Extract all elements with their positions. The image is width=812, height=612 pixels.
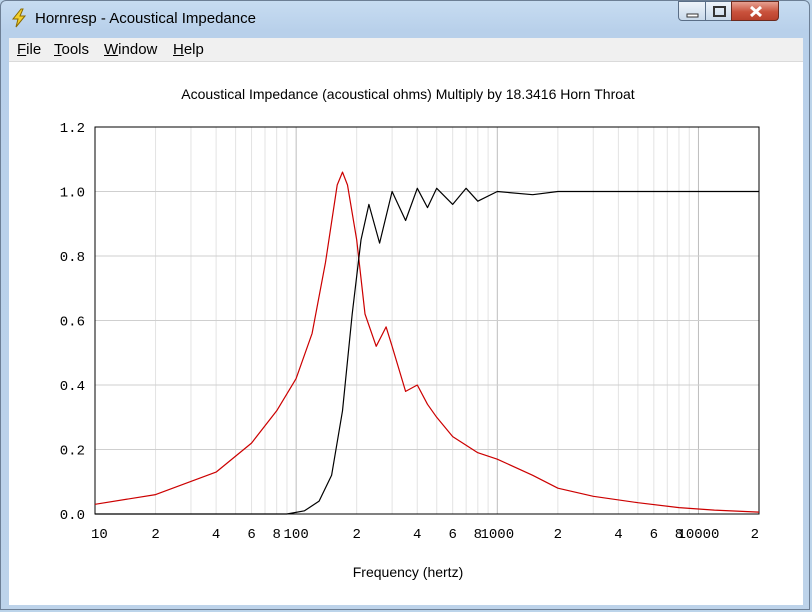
y-tick-label: 0.4 (60, 379, 85, 395)
x-tick-label: 100 (284, 527, 309, 543)
y-tick-label: 0.0 (60, 508, 85, 524)
menu-tools-accel: T (54, 41, 62, 58)
x-tick-label: 2 (751, 527, 759, 543)
window-title: Hornresp - Acoustical Impedance (35, 10, 256, 27)
x-tick-label: 10 (91, 527, 108, 543)
menu-help-accel: H (173, 41, 184, 58)
close-icon (749, 5, 763, 18)
x-tick-label: 6 (650, 527, 658, 543)
y-tick-label: 1.0 (60, 186, 85, 202)
y-tick-label: 1.2 (60, 121, 85, 137)
x-tick-label: 4 (212, 527, 220, 543)
menu-window-label: indow (118, 41, 158, 58)
x-tick-label: 6 (448, 527, 456, 543)
x-tick-label: 6 (247, 527, 255, 543)
x-tick-label: 8 (272, 527, 280, 543)
x-tick-label: 8 (474, 527, 482, 543)
menu-file[interactable]: File (17, 41, 41, 58)
menu-tools-label: ools (61, 41, 90, 58)
y-tick-label: 0.2 (60, 444, 85, 460)
x-tick-label: 10000 (677, 527, 719, 543)
y-tick-label: 0.8 (60, 250, 85, 266)
x-tick-label: 1000 (480, 527, 514, 543)
menu-window-accel: W (104, 41, 119, 58)
x-tick-label: 8 (675, 527, 683, 543)
menu-help[interactable]: Help (173, 41, 204, 58)
chart-area: Acoustical Impedance (acoustical ohms) M… (9, 62, 803, 605)
menu-help-label: elp (183, 41, 204, 58)
menu-bar: File Tools Window Help (9, 38, 803, 62)
y-tick-labels: 0.0 0.2 0.4 0.6 0.8 1.0 1.2 (60, 121, 85, 524)
y-tick-label: 0.6 (60, 315, 85, 331)
lightning-bolt-icon (11, 8, 27, 28)
red-series-line (94, 171, 760, 513)
menu-tools[interactable]: Tools (54, 41, 89, 58)
plot-frame (94, 126, 760, 515)
title-bar[interactable]: Hornresp - Acoustical Impedance (1, 1, 809, 35)
close-button[interactable] (731, 1, 779, 21)
minimize-icon (686, 13, 699, 18)
chart-title: Acoustical Impedance (acoustical ohms) M… (181, 86, 635, 102)
x-tick-label: 2 (151, 527, 159, 543)
menu-window[interactable]: Window (104, 41, 157, 58)
menu-file-accel: F (17, 41, 27, 58)
x-tick-label: 4 (413, 527, 421, 543)
chart-series (94, 171, 760, 515)
black-series-line (95, 187, 759, 515)
menu-file-label: ile (26, 41, 42, 58)
x-tick-label: 2 (352, 527, 360, 543)
impedance-chart: Acoustical Impedance (acoustical ohms) M… (60, 86, 760, 580)
x-axis-label: Frequency (hertz) (353, 564, 463, 580)
chart-grid (94, 126, 760, 515)
maximize-button[interactable] (705, 1, 732, 21)
x-tick-label: 2 (554, 527, 562, 543)
maximize-icon (713, 6, 726, 17)
x-tick-label: 4 (614, 527, 622, 543)
minimize-button[interactable] (678, 1, 706, 21)
